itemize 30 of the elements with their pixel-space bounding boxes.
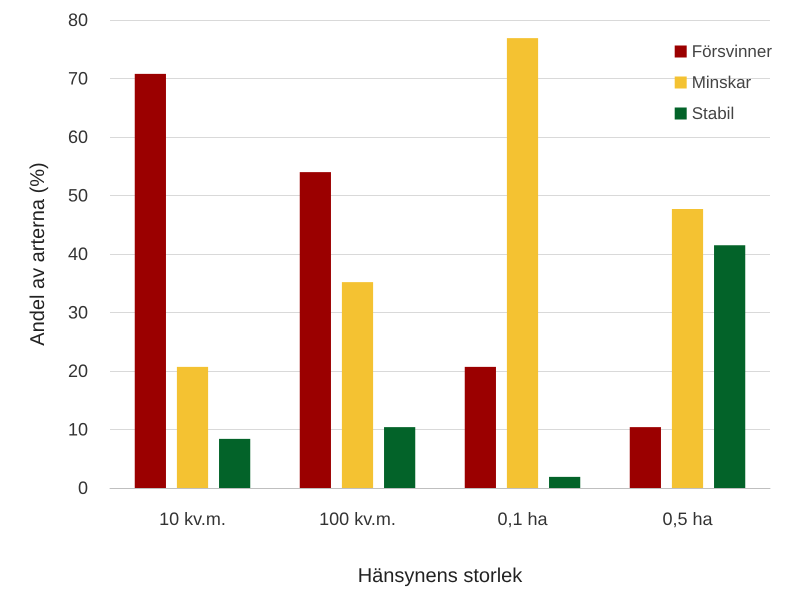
bar [506,38,538,488]
bar [464,366,496,488]
bar [219,438,250,488]
bar [134,74,166,488]
y-axis-title: Andel av arterna (%) [27,162,49,346]
x-tick-label: 10 kv.m. [159,509,226,529]
legend-label: Försvinner [692,42,772,61]
y-tick-label: 10 [68,420,88,440]
legend-label: Stabil [692,104,734,123]
y-tick-label: 0 [78,478,88,498]
x-tick-label: 0,5 ha [662,509,714,529]
y-tick-label: 60 [68,127,88,147]
bar [672,208,704,488]
bar [176,366,208,488]
bar [342,282,374,488]
y-tick-label: 20 [68,361,88,381]
y-tick-label: 80 [68,10,88,30]
y-tick-label: 30 [68,302,88,322]
bar [384,427,416,488]
y-tick-label: 40 [68,244,88,264]
bar [630,427,661,488]
legend-label: Minskar [692,73,752,92]
x-axis-title: Hänsynens storlek [358,565,524,587]
y-tick-label: 70 [68,68,88,88]
x-tick-label: 100 kv.m. [319,509,396,529]
bar [300,172,331,488]
x-tick-label: 0,1 ha [497,509,549,529]
bar [549,476,580,488]
y-tick-label: 50 [68,186,88,206]
bar [714,245,746,488]
